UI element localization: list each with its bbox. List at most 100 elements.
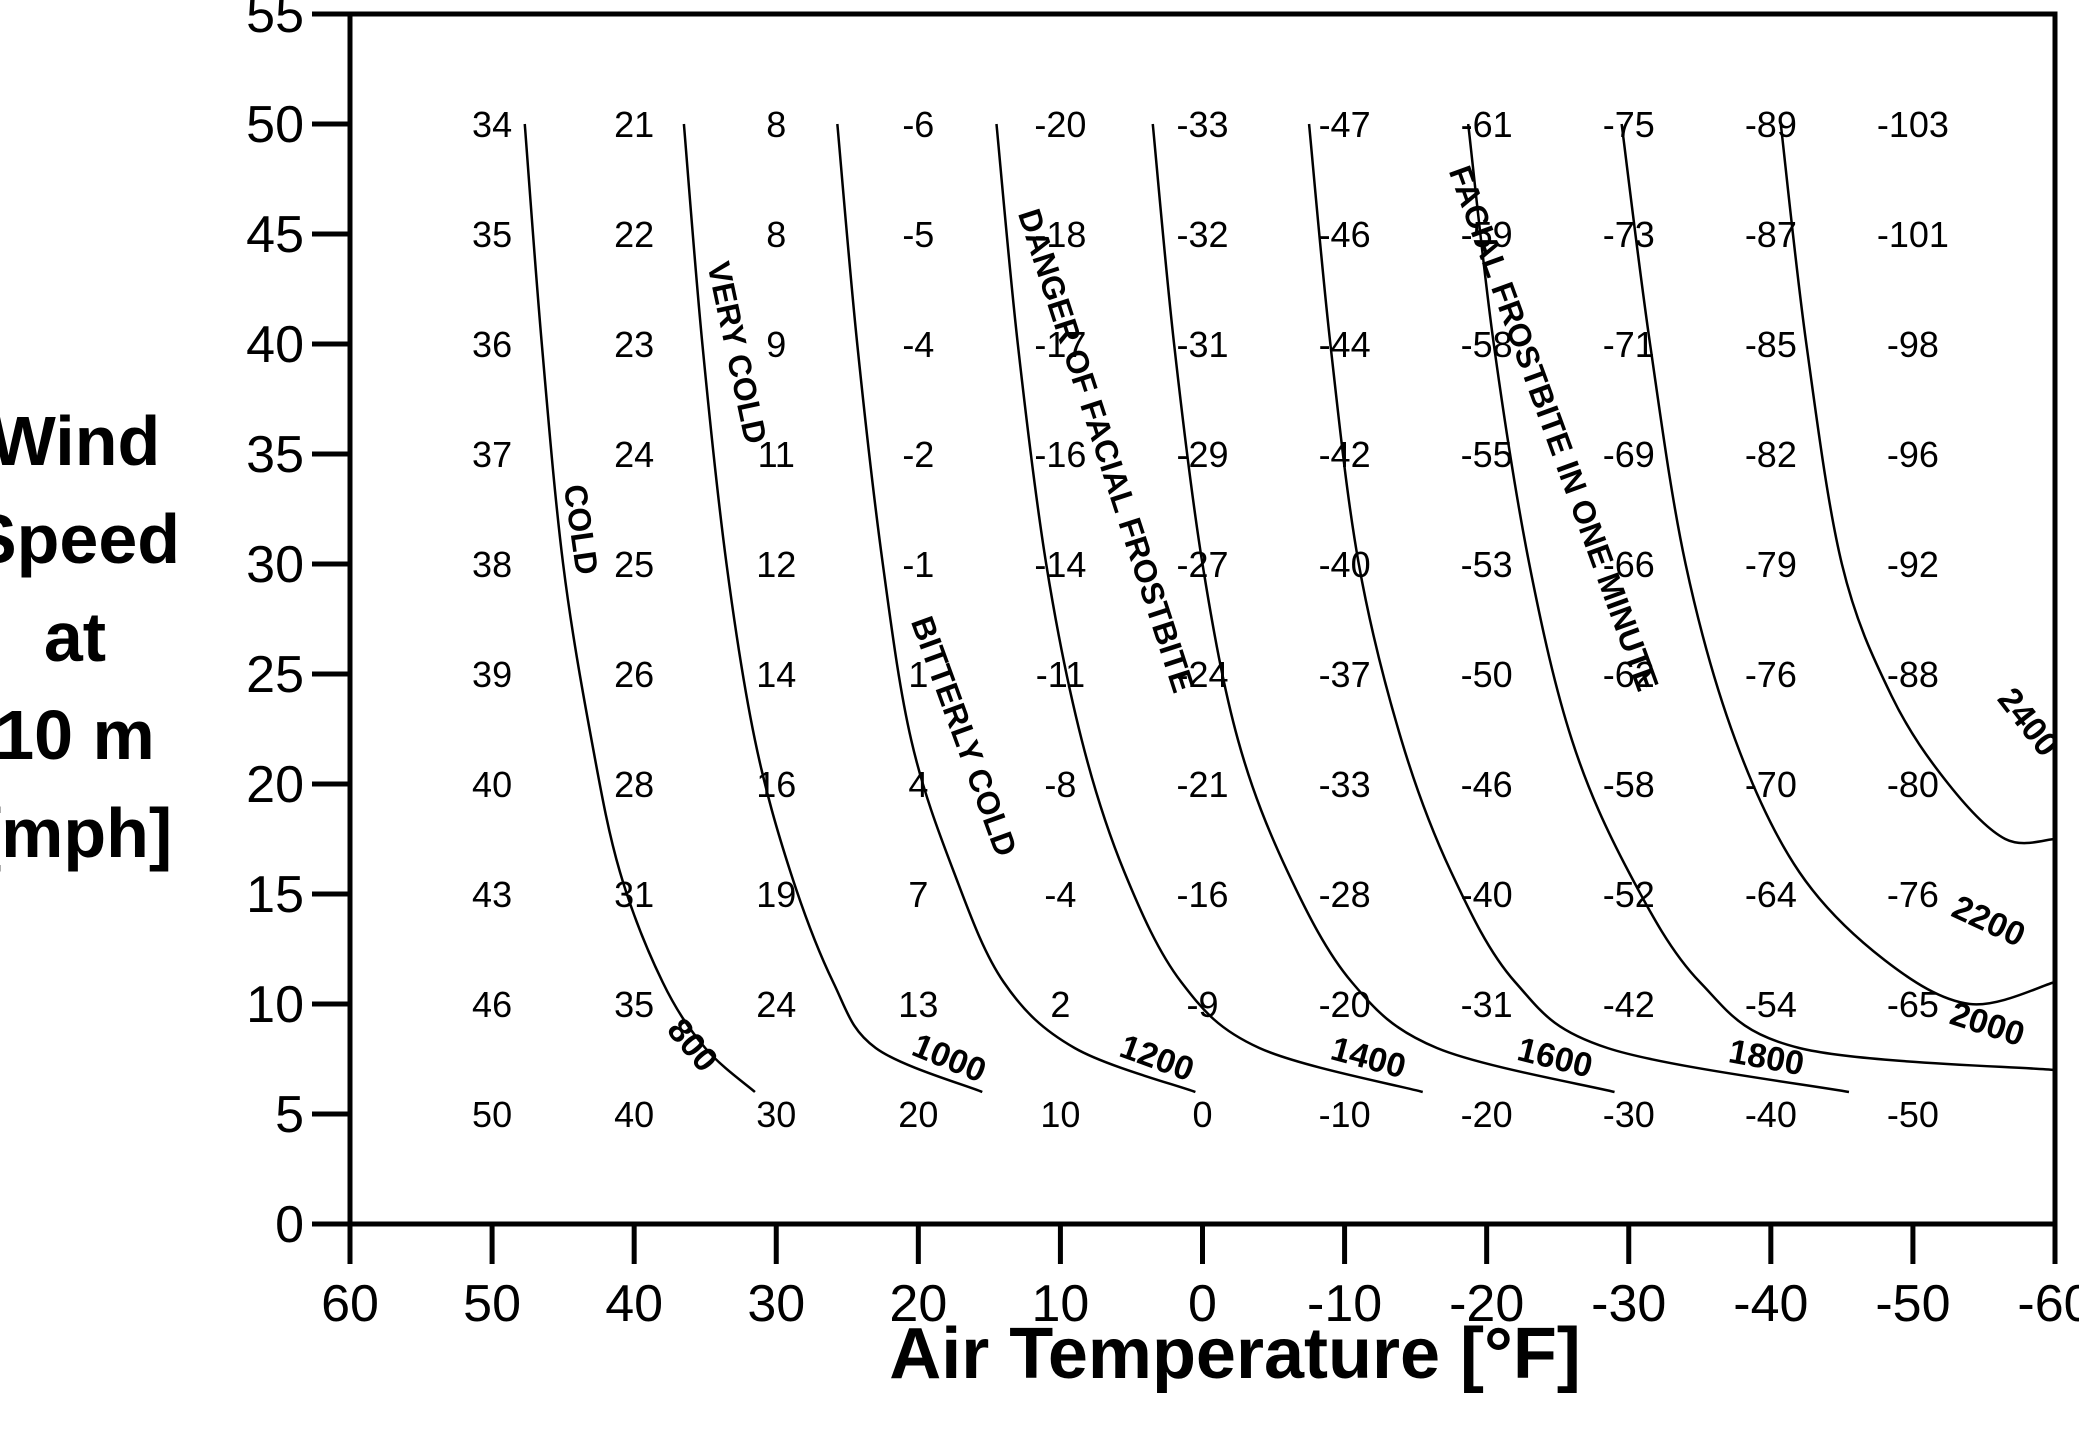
wind-chill-cell: -40 — [1745, 1094, 1797, 1135]
isoline-1400 — [995, 123, 1424, 1094]
wind-chill-cell: -4 — [1044, 874, 1076, 915]
wind-chill-cell: 16 — [756, 764, 796, 805]
wind-chill-cell: -89 — [1745, 104, 1797, 145]
wind-chill-cell: -4 — [902, 324, 934, 365]
y-tick-label: 35 — [246, 426, 304, 484]
wind-chill-cell: -88 — [1887, 654, 1939, 695]
wind-chill-cell: -76 — [1745, 654, 1797, 695]
wind-chill-cell: -46 — [1319, 214, 1371, 255]
wind-chill-cell: -27 — [1176, 544, 1228, 585]
wind-chill-cell: -10 — [1319, 1094, 1371, 1135]
wind-chill-cell: -33 — [1176, 104, 1228, 145]
wind-chill-cell: -20 — [1461, 1094, 1513, 1135]
wind-chill-cell: -5 — [902, 214, 934, 255]
wind-chill-cell: -46 — [1461, 764, 1513, 805]
wind-chill-cell: 7 — [908, 874, 928, 915]
wind-chill-cell: -44 — [1319, 324, 1371, 365]
x-tick-label: 40 — [605, 1275, 663, 1333]
wind-chill-cell: -28 — [1319, 874, 1371, 915]
wind-chill-cell: 35 — [614, 984, 654, 1025]
wind-chill-cell: -71 — [1603, 324, 1655, 365]
wind-chill-cell: -73 — [1603, 214, 1655, 255]
wind-chill-cell: -21 — [1176, 764, 1228, 805]
wind-chill-cell: -18 — [1034, 214, 1086, 255]
wind-chill-cell: 10 — [1040, 1094, 1080, 1135]
wind-chill-cell: 43 — [472, 874, 512, 915]
isoline-1200 — [836, 123, 1196, 1094]
wind-chill-cell: -20 — [1319, 984, 1371, 1025]
wind-chill-cell: 50 — [472, 1094, 512, 1135]
x-tick-label: -60 — [2017, 1275, 2079, 1333]
x-tick-label: -30 — [1591, 1275, 1666, 1333]
wind-chill-cell: 9 — [766, 324, 786, 365]
wind-chill-cell: -1 — [902, 544, 934, 585]
wind-chill-cell: -16 — [1176, 874, 1228, 915]
wind-chill-cell: -31 — [1176, 324, 1228, 365]
wind-chill-cell: 35 — [472, 214, 512, 255]
wind-chill-cell: 40 — [614, 1094, 654, 1135]
wind-chill-cell: 26 — [614, 654, 654, 695]
x-tick-label: 50 — [463, 1275, 521, 1333]
wind-chill-cell: -64 — [1745, 874, 1797, 915]
wind-chill-cell: 34 — [472, 104, 512, 145]
wind-chill-cell: -82 — [1745, 434, 1797, 475]
wind-chill-cell: 25 — [614, 544, 654, 585]
x-axis-ticks: 60 50 40 30 20 10 0 -10 -20 -30 -40 -50 -60 — [321, 1224, 2079, 1333]
x-tick-label: -50 — [1875, 1275, 1950, 1333]
wind-chill-cell: 30 — [756, 1094, 796, 1135]
isoline-800 — [523, 123, 756, 1093]
wind-chill-cell: -29 — [1176, 434, 1228, 475]
wind-chill-cell: -58 — [1461, 324, 1513, 365]
isoline-2000 — [1466, 123, 2056, 1072]
wind-chill-cell: -53 — [1461, 544, 1513, 585]
wind-chill-cell: 21 — [614, 104, 654, 145]
wind-chill-cell: -14 — [1034, 544, 1086, 585]
wind-chill-cell: 46 — [472, 984, 512, 1025]
wind-chill-cell: 23 — [614, 324, 654, 365]
wind-chill-cell: -75 — [1603, 104, 1655, 145]
wind-chill-cell: 31 — [614, 874, 654, 915]
wind-chill-cell: -59 — [1461, 214, 1513, 255]
y-axis-label-line: Wind — [0, 402, 160, 480]
isoline-2400 — [1779, 123, 2056, 845]
wind-chill-cell: 39 — [472, 654, 512, 695]
wind-chill-cell: -31 — [1461, 984, 1513, 1025]
wind-chill-cell: -96 — [1887, 434, 1939, 475]
y-tick-label: 0 — [275, 1196, 304, 1254]
wind-chill-cell: -79 — [1745, 544, 1797, 585]
wind-chill-cell: -65 — [1887, 984, 1939, 1025]
x-axis-label: Air Temperature [°F] — [889, 1314, 1581, 1394]
wind-chill-cell: -11 — [1036, 654, 1085, 695]
wind-chill-cell: -76 — [1887, 874, 1939, 915]
isoline-1600 — [1151, 123, 1615, 1094]
wind-chill-cell: 11 — [758, 434, 795, 475]
wind-chill-cell: -103 — [1877, 104, 1949, 145]
x-tick-label: 60 — [321, 1275, 379, 1333]
wind-chill-cell: -37 — [1319, 654, 1371, 695]
wind-chill-cell: -40 — [1461, 874, 1513, 915]
wind-chill-cell: -54 — [1745, 984, 1797, 1025]
wind-chill-cell: -6 — [902, 104, 934, 145]
wind-chill-cell: -101 — [1877, 214, 1949, 255]
wind-chill-cell: 24 — [614, 434, 654, 475]
isoline-label-2200: 2200 — [1946, 888, 2031, 954]
wind-chill-cell: 19 — [756, 874, 796, 915]
x-tick-label: -40 — [1733, 1275, 1808, 1333]
wind-chill-cell: 8 — [766, 104, 786, 145]
wind-chill-cell: -42 — [1319, 434, 1371, 475]
wind-chill-cell: -20 — [1034, 104, 1086, 145]
y-tick-label: 50 — [246, 96, 304, 154]
y-axis-label-line: [mph] — [0, 794, 172, 872]
wind-chill-cell: -98 — [1887, 324, 1939, 365]
y-axis-label-line: Speed — [0, 500, 180, 578]
wind-chill-cell: 8 — [766, 214, 786, 255]
wind-chill-cell: 38 — [472, 544, 512, 585]
wind-chill-cell: -8 — [1044, 764, 1076, 805]
wind-chill-cell: -30 — [1603, 1094, 1655, 1135]
wind-chill-cell: 36 — [472, 324, 512, 365]
wind-chill-cell: -32 — [1176, 214, 1228, 255]
x-tick-label: -20 — [1449, 1275, 1524, 1333]
wind-chill-cell: -92 — [1887, 544, 1939, 585]
wind-chill-cell: 37 — [472, 434, 512, 475]
